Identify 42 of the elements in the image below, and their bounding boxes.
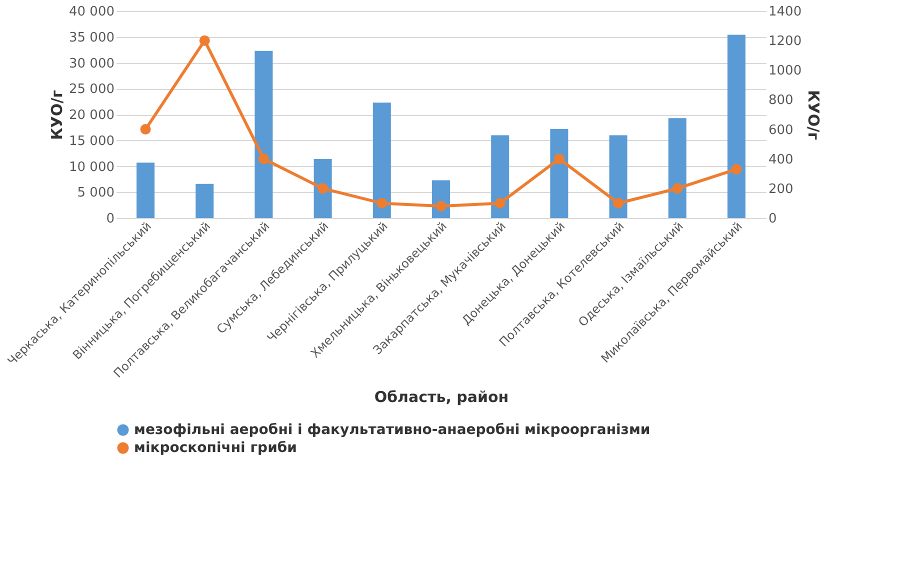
y2-tick-label: 200 (768, 182, 794, 197)
y2-tick-label: 400 (768, 152, 794, 168)
point (731, 164, 742, 174)
legend-label: мезофільні аеробні і факультативно-анаеробні мікроорганізми (134, 422, 650, 438)
y-axis-title: КУО/г (48, 90, 66, 140)
y-tick-label: 25 000 (69, 82, 114, 98)
y-tick-label: 5 000 (77, 186, 114, 201)
y2-tick-label: 1000 (768, 64, 802, 79)
point (613, 198, 624, 208)
y-tick-label: 30 000 (69, 56, 114, 72)
bar (196, 184, 214, 218)
bar (491, 135, 510, 218)
bar (668, 118, 686, 218)
y-tick-label: 20 000 (69, 108, 114, 123)
bar (727, 34, 746, 218)
bar (609, 135, 628, 218)
bar (550, 128, 568, 218)
y-tick-label: 40 000 (69, 4, 114, 20)
point (494, 198, 506, 208)
bar (136, 162, 155, 218)
y-tick-label: 15 000 (69, 134, 114, 149)
point (318, 183, 328, 194)
bar (372, 102, 391, 218)
y2-tick-label: 800 (768, 93, 794, 108)
point (258, 154, 269, 164)
point (436, 200, 446, 212)
x-axis-title: Область, район (374, 388, 509, 406)
point (199, 35, 210, 46)
bar (254, 50, 273, 218)
point (140, 124, 151, 135)
y2-tick-label: 1200 (768, 34, 802, 50)
point (554, 154, 564, 164)
y-tick-label: 0 (106, 212, 114, 226)
y2-axis-title: КУО/г (804, 90, 823, 140)
point (672, 183, 683, 194)
point (376, 198, 388, 208)
y2-tick-label: 0 (768, 212, 777, 226)
y2-tick-label: 1400 (768, 4, 802, 20)
legend-label: мікроскопічні гриби (134, 440, 297, 456)
y-tick-label: 35 000 (69, 30, 114, 46)
y2-tick-label: 600 (768, 122, 794, 138)
y-tick-label: 10 000 (69, 160, 114, 175)
